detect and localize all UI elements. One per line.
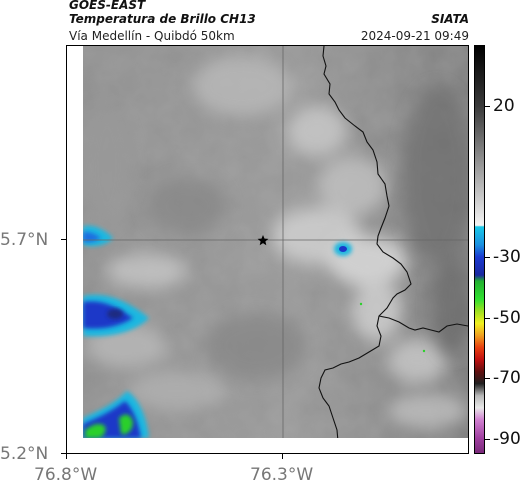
cold-cloud-west-2 [83, 294, 149, 337]
lat-label-5-2: 5.2°N [0, 444, 49, 464]
cold-pixel [359, 302, 363, 306]
lat-tick [61, 239, 66, 240]
colorbar-tick [485, 378, 490, 380]
lon-label-76-8: 76.8°W [34, 465, 98, 485]
brightness-field [82, 46, 468, 438]
lat-tick [61, 453, 66, 454]
temperature-colorbar [474, 45, 485, 454]
map-canvas [67, 46, 468, 453]
colorbar-tick [485, 317, 490, 319]
brand-label: SIATA [431, 12, 469, 26]
timestamp: 2024-09-21 09:49 [360, 29, 469, 43]
cold-cloud-southwest [83, 391, 149, 438]
colorbar-label: 20 [493, 95, 515, 116]
route-subtitle: Vía Medellín - Quibdó 50km [69, 29, 235, 43]
cold-pixel [422, 349, 426, 353]
department-border [318, 46, 412, 453]
lat-label-5-7: 5.7°N [0, 230, 49, 250]
colorbar-label: -70 [493, 368, 521, 389]
lon-tick [66, 454, 67, 459]
colorbar-label: -90 [493, 428, 521, 449]
lon-label-76-3: 76.3°W [250, 465, 314, 485]
colorbar-tick [485, 257, 490, 259]
department-border [378, 315, 468, 333]
satellite-map[interactable] [66, 45, 469, 454]
cold-cloud-center [334, 242, 352, 256]
colorbar-label: -30 [493, 247, 521, 268]
product-title: Temperatura de Brillo CH13 [69, 12, 256, 26]
colorbar-tick [485, 105, 490, 107]
colorbar-tick [485, 438, 490, 440]
colorbar-label: -50 [493, 307, 521, 328]
satellite-label: GOES-EAST [69, 0, 146, 12]
location-star-icon [257, 235, 269, 246]
lon-tick [282, 454, 283, 459]
